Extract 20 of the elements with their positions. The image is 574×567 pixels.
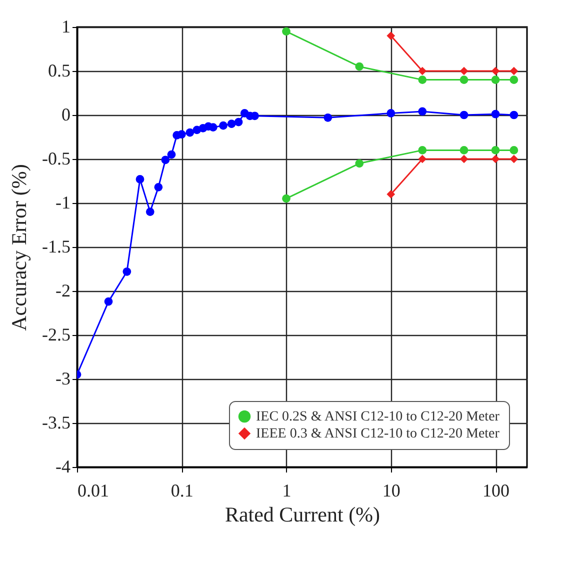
x-tick-label: 0.01 — [78, 480, 109, 500]
y-tick-label: 0 — [62, 104, 70, 124]
y-tick-label: -3 — [56, 368, 70, 388]
y-tick-label: -3.5 — [42, 412, 70, 432]
y-tick-label: -1 — [56, 192, 70, 212]
y-tick-label: -2.5 — [42, 324, 70, 344]
x-tick-label: 1 — [282, 480, 292, 500]
y-tick-label: -1.5 — [42, 236, 70, 256]
y-tick-label: -4 — [56, 456, 70, 476]
y-tick-label: -0.5 — [42, 148, 70, 168]
y-axis-title: Accuracy Error (%) — [7, 164, 32, 331]
x-tick-label: 10 — [382, 480, 400, 500]
y-tick-label: 0.5 — [48, 60, 70, 80]
x-tick-label: 100 — [482, 480, 510, 500]
y-tick-label: 1 — [62, 16, 70, 36]
legend-label: IEEE 0.3 & ANSI C12-10 to C12-20 Meter — [256, 426, 500, 442]
x-tick-label: 0.1 — [170, 480, 194, 500]
x-axis-title: Rated Current (%) — [224, 502, 380, 526]
legend-label: IEC 0.2S & ANSI C12-10 to C12-20 Meter — [256, 410, 500, 424]
y-tick-label: -2 — [56, 280, 70, 300]
